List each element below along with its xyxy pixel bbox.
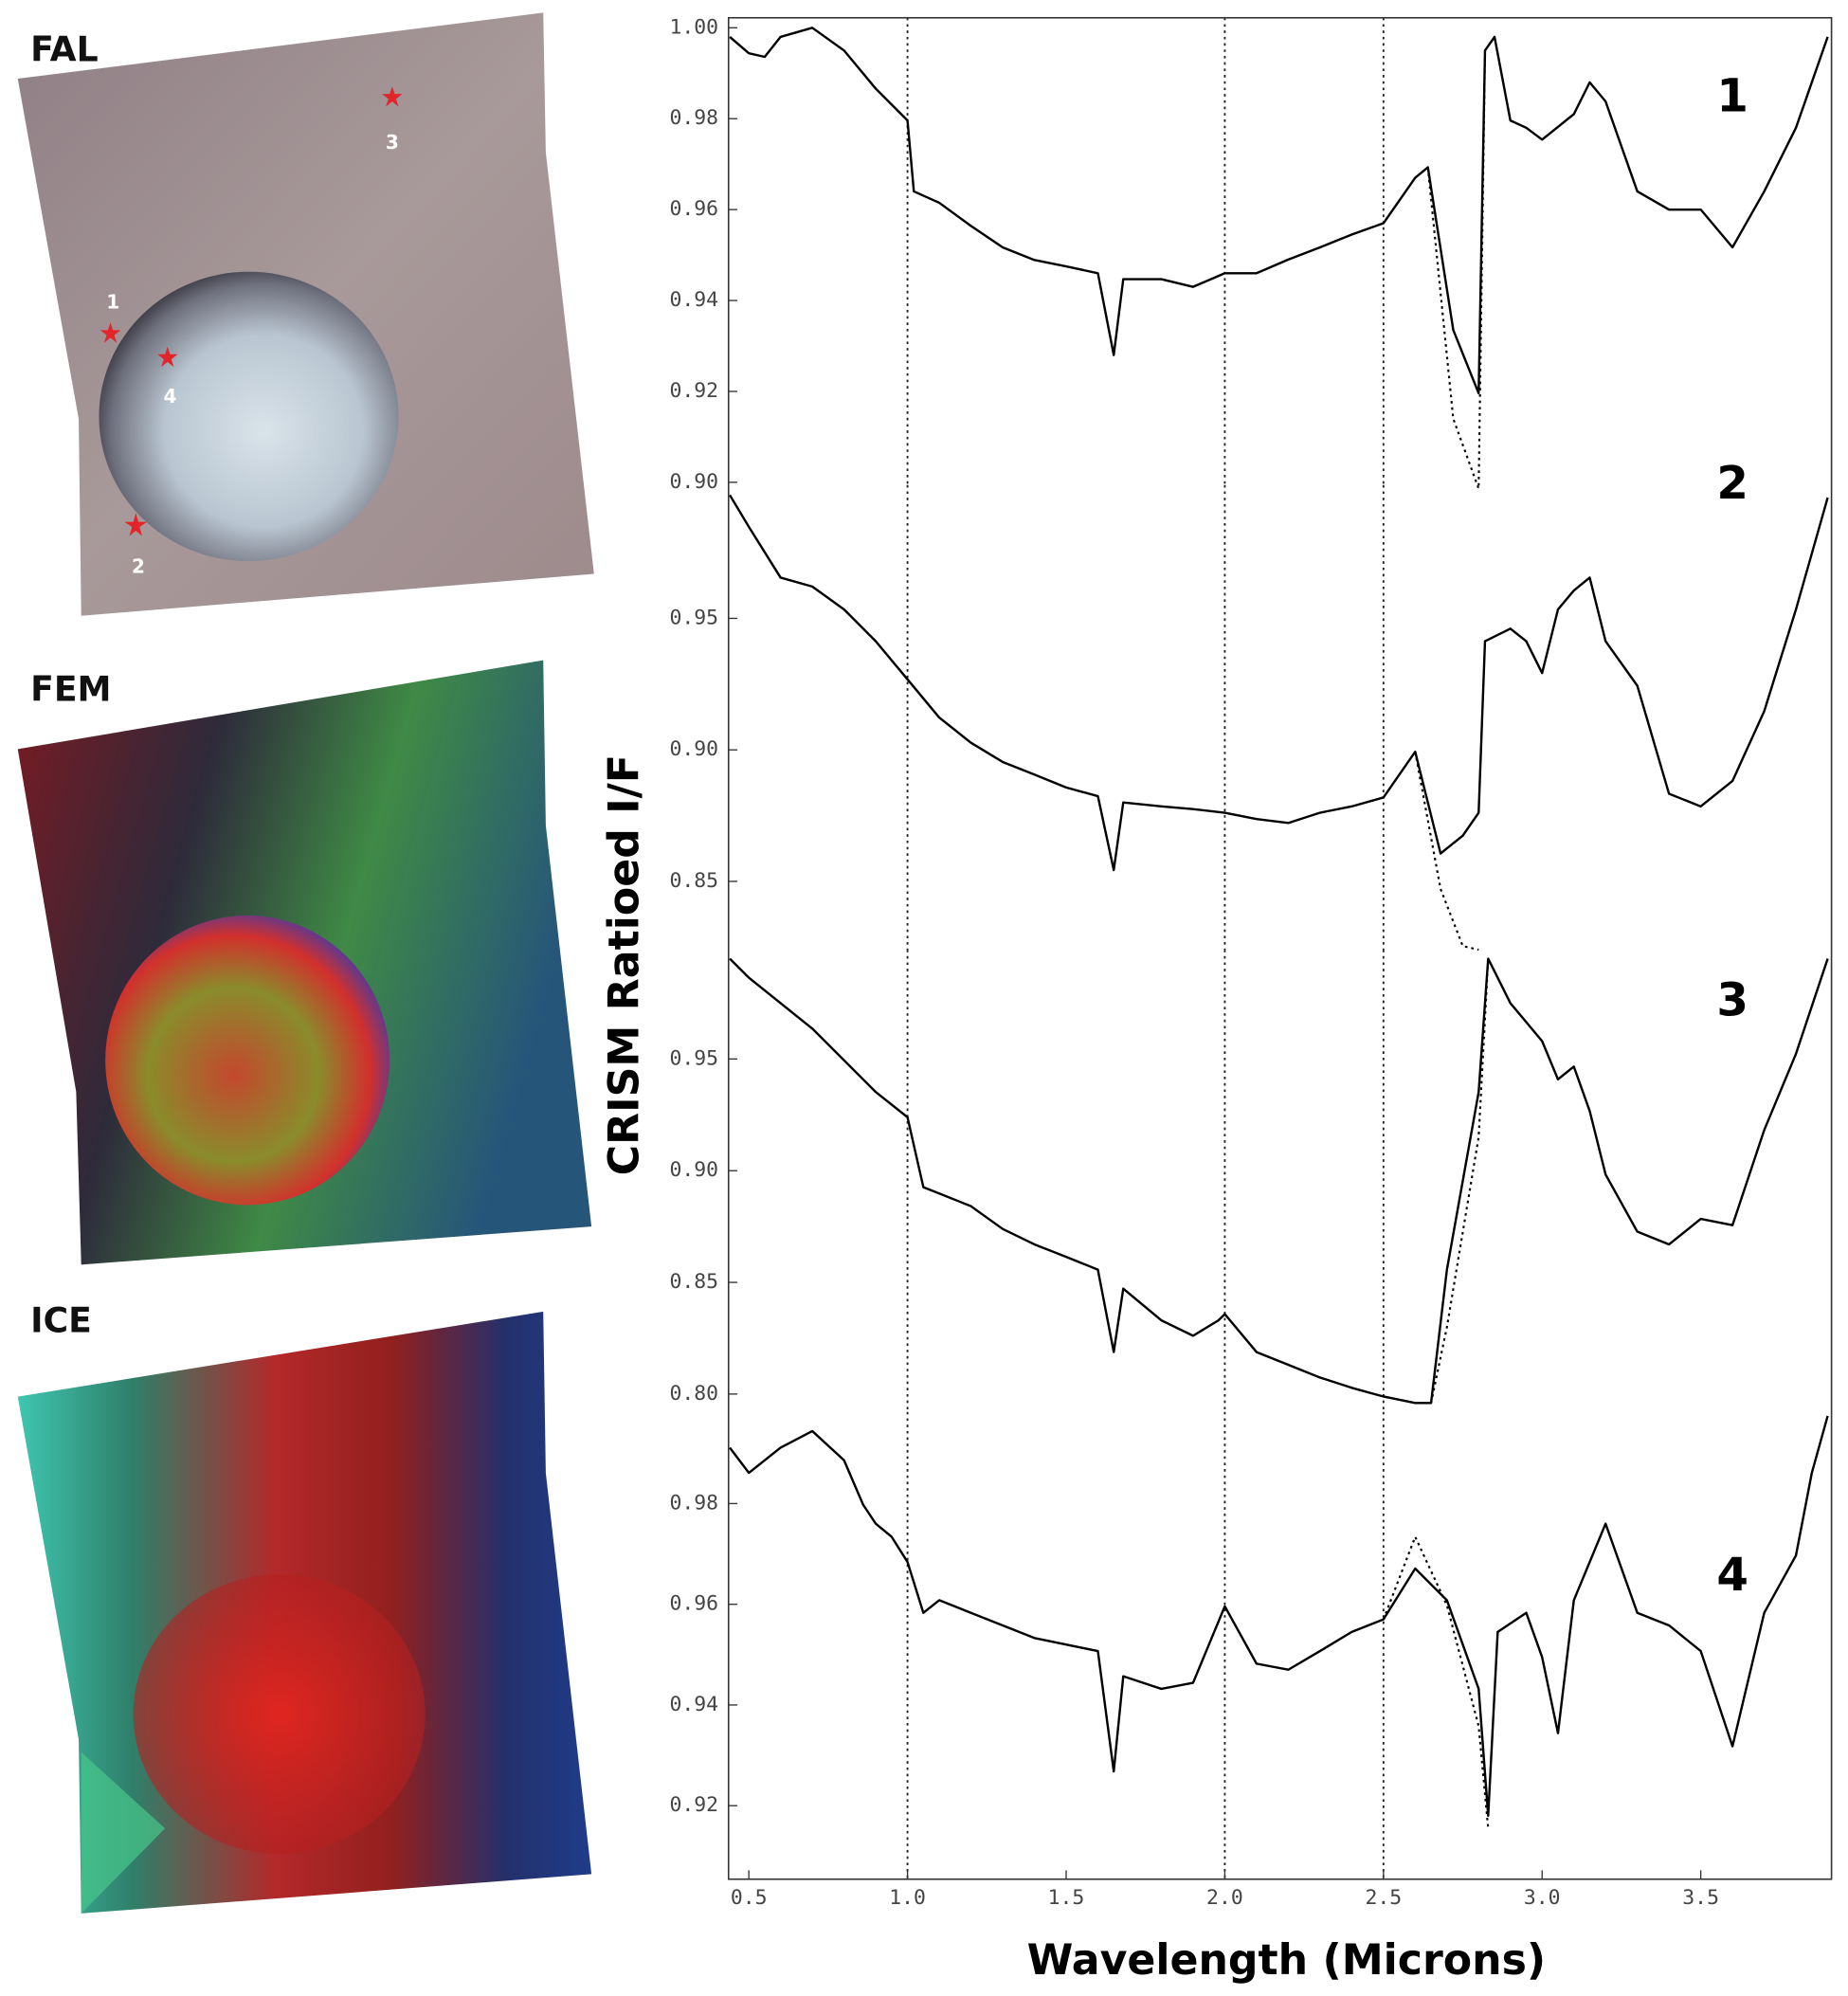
y-tick-label: 0.85 xyxy=(669,869,718,893)
x-tick-label: 2.0 xyxy=(1206,1886,1243,1910)
spectrum-line xyxy=(729,27,1829,395)
y-axis-title: CRISM Ratioed I/F xyxy=(601,754,649,1175)
x-tick-label: 0.5 xyxy=(731,1886,768,1910)
fal-crater xyxy=(99,271,399,562)
fem-crater xyxy=(105,915,390,1206)
y-tick-label: 0.90 xyxy=(669,737,718,761)
plot-frame xyxy=(727,16,1833,1880)
image-label: FEM xyxy=(30,669,111,710)
y-tick-label: 0.90 xyxy=(669,1158,718,1182)
panel-label: 4 xyxy=(1716,1549,1748,1602)
y-tick-label: 0.98 xyxy=(669,1491,718,1515)
x-tick-label: 3.0 xyxy=(1524,1886,1561,1910)
y-tick-label: 0.80 xyxy=(669,1382,718,1406)
y-tick-label: 0.98 xyxy=(669,106,718,130)
y-tick-label: 0.94 xyxy=(669,1693,718,1716)
spectrum-line xyxy=(729,1415,1829,1818)
ice-corner xyxy=(81,1751,166,1914)
x-tick-label: 1.0 xyxy=(889,1886,926,1910)
y-tick-label: 0.90 xyxy=(669,470,718,494)
spectrum-line xyxy=(1414,751,1479,952)
y-tick-label: 0.96 xyxy=(669,197,718,221)
y-tick-label: 0.92 xyxy=(669,1793,718,1817)
y-tick-label: 0.95 xyxy=(669,606,718,629)
site-label: 4 xyxy=(163,385,176,408)
y-tick-label: 0.94 xyxy=(669,288,718,312)
x-axis-title: Wavelength (Microns) xyxy=(1027,1936,1546,1985)
site-label: 2 xyxy=(132,554,145,577)
site-star xyxy=(382,86,403,107)
y-tick-label: 0.92 xyxy=(669,379,718,403)
site-star xyxy=(157,346,178,368)
x-tick-label: 3.5 xyxy=(1682,1886,1719,1910)
spectrum-line xyxy=(1429,958,1490,1404)
site-star xyxy=(124,513,148,536)
panel-label: 1 xyxy=(1716,69,1748,122)
y-tick-label: 0.96 xyxy=(669,1592,718,1616)
y-tick-label: 0.95 xyxy=(669,1046,718,1070)
ice-crater xyxy=(133,1574,426,1854)
x-tick-label: 1.5 xyxy=(1048,1886,1085,1910)
x-tick-label: 2.5 xyxy=(1365,1886,1402,1910)
panel-label: 2 xyxy=(1716,457,1748,510)
site-star xyxy=(100,322,121,343)
site-label: 1 xyxy=(106,291,119,314)
y-tick-label: 1.00 xyxy=(669,15,718,39)
image-label: ICE xyxy=(30,1299,92,1340)
spectrum-line xyxy=(729,957,1829,1405)
y-tick-label: 0.85 xyxy=(669,1270,718,1294)
spectrum-line xyxy=(1382,1535,1490,1829)
site-label: 3 xyxy=(386,131,399,154)
image-label: FAL xyxy=(30,28,99,69)
spectrum-line xyxy=(729,494,1829,872)
spectra-chart: 1.00 0.98 0.96 0.94 0.92 0.90 1 CRISM Ratioed I… xyxy=(601,15,1833,1985)
panel-label: 3 xyxy=(1716,973,1748,1026)
spectrum-line xyxy=(1426,50,1487,490)
